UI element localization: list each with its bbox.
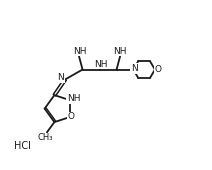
Text: O: O bbox=[155, 65, 162, 74]
Text: N: N bbox=[57, 73, 64, 82]
Text: HCl: HCl bbox=[14, 141, 30, 151]
Text: NH: NH bbox=[67, 94, 81, 103]
Text: NH: NH bbox=[113, 47, 127, 56]
Text: N: N bbox=[131, 64, 138, 73]
Text: NH: NH bbox=[73, 47, 86, 56]
Text: NH: NH bbox=[94, 60, 107, 69]
Text: CH₃: CH₃ bbox=[38, 133, 53, 142]
Text: O: O bbox=[67, 112, 74, 121]
